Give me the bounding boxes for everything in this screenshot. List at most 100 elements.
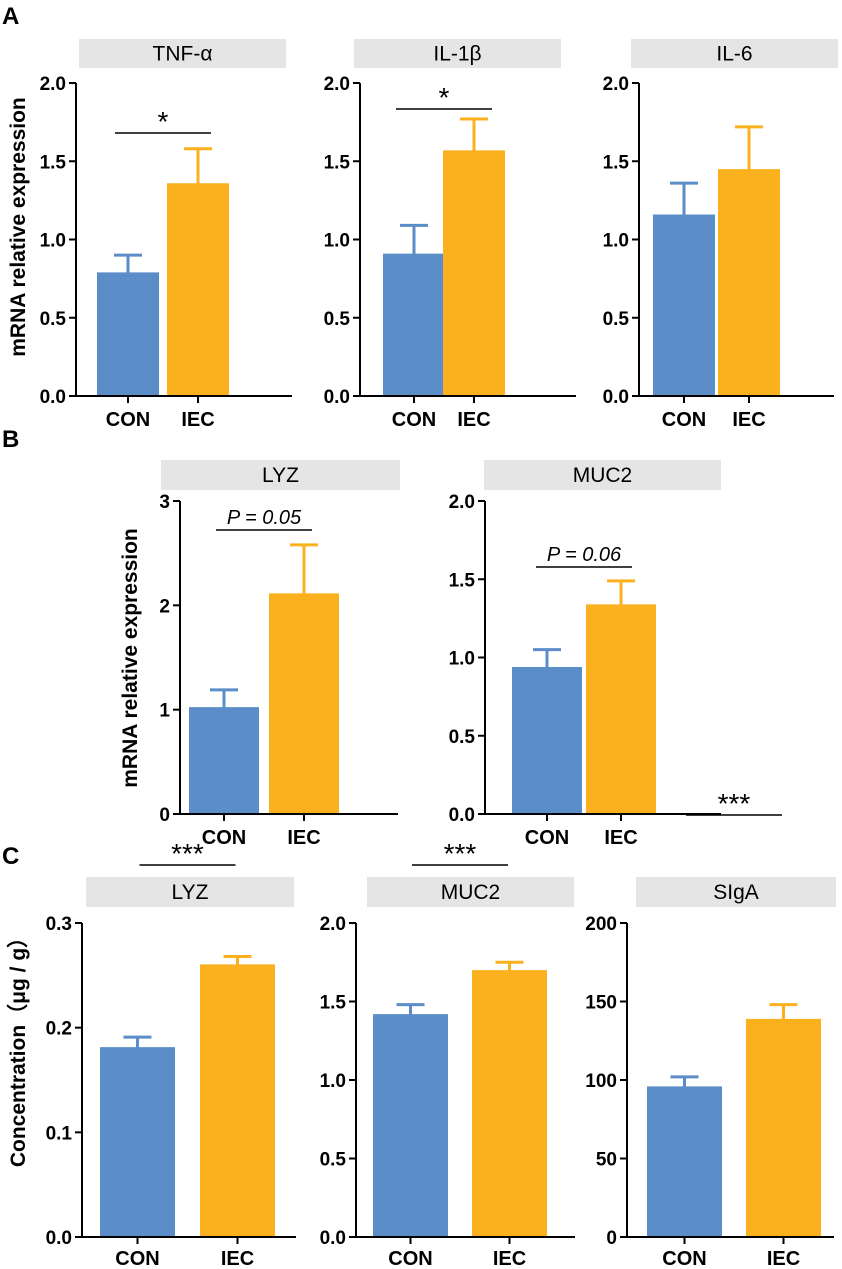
y-tick-label: 1.5	[449, 570, 476, 591]
category-label-con: CON	[115, 1248, 159, 1269]
y-tick-label: 2.0	[320, 914, 346, 935]
y-tick-label: 2	[159, 596, 170, 617]
chart-c-siga: SIgA CON IEC 0 50 100 150 200 ***	[585, 788, 836, 1269]
panel-letter-a: A	[2, 3, 19, 30]
charts-container: TNF-α CON IEC 0.0 0.5 1.0 1.5 2.0 * IL-1β CON IEC 0.…	[40, 39, 838, 1269]
chart-title: IL-6	[716, 43, 752, 66]
panel-letter-b: B	[2, 426, 19, 453]
bar-iec	[269, 594, 339, 814]
y-tick-label: 1.5	[324, 152, 351, 173]
chart-title: IL-1β	[433, 43, 481, 66]
category-label-iec: IEC	[493, 1248, 526, 1269]
bar-iec	[443, 151, 505, 396]
y-tick-label: 0.0	[40, 387, 66, 408]
y-tick-label: 50	[596, 1150, 617, 1171]
category-label-con: CON	[662, 1248, 706, 1269]
y-tick-label: 2.0	[603, 74, 629, 95]
y-tick-label: 1	[159, 701, 170, 722]
category-label-con: CON	[106, 409, 150, 431]
chart-a-tnf-: TNF-α CON IEC 0.0 0.5 1.0 1.5 2.0 *	[40, 39, 292, 431]
chart-c-muc2: MUC2 CON IEC 0.0 0.5 1.0 1.5 2.0 ***	[320, 838, 575, 1269]
bar-iec	[718, 170, 780, 396]
category-label-con: CON	[392, 409, 436, 431]
y-axis-label-b: mRNA relative expression	[119, 528, 142, 788]
y-axis-label-c: Concentration（μg / g）	[6, 927, 30, 1167]
bar-con	[383, 255, 445, 396]
chart-c-lyz: LYZ CON IEC 0.0 0.1 0.2 0.3 ***	[46, 838, 296, 1269]
chart-title-box	[636, 877, 836, 907]
y-tick-label: 0.0	[46, 1228, 72, 1249]
chart-a-il-1-: IL-1β CON IEC 0.0 0.5 1.0 1.5 2.0 *	[324, 39, 576, 431]
category-label-iec: IEC	[181, 409, 214, 431]
y-tick-label: 1.0	[320, 1071, 346, 1092]
bar-con	[653, 216, 715, 396]
y-tick-label: 1.5	[320, 993, 347, 1014]
panel-letter-c: C	[2, 843, 19, 870]
bar-iec	[586, 605, 656, 814]
category-label-iec: IEC	[604, 827, 637, 849]
significance-label: P = 0.06	[547, 544, 622, 566]
y-tick-label: 0.0	[449, 805, 475, 826]
bar-iec	[746, 1020, 821, 1237]
chart-b-muc2: MUC2 CON IEC 0.0 0.5 1.0 1.5 2.0 P = 0.06	[449, 460, 721, 849]
bar-iec	[472, 971, 547, 1237]
chart-a-il-6: IL-6 CON IEC 0.0 0.5 1.0 1.5 2.0	[603, 39, 838, 431]
y-tick-label: 0	[159, 805, 170, 826]
y-tick-label: 1.5	[603, 152, 630, 173]
chart-title: LYZ	[262, 464, 299, 487]
category-label-con: CON	[662, 409, 706, 431]
significance-label: ***	[444, 838, 477, 869]
category-label-iec: IEC	[221, 1248, 254, 1269]
chart-title-box	[484, 460, 721, 490]
category-label-iec: IEC	[767, 1248, 800, 1269]
chart-title: LYZ	[172, 881, 209, 904]
chart-title-box	[354, 39, 561, 68]
chart-title: TNF-α	[153, 43, 213, 66]
y-tick-label: 0.5	[40, 309, 67, 330]
y-tick-label: 2.0	[449, 492, 475, 513]
y-tick-label: 0.3	[46, 914, 72, 935]
y-tick-label: 150	[585, 993, 617, 1014]
bar-con	[97, 273, 159, 396]
y-tick-label: 1.0	[449, 649, 475, 670]
bar-con	[647, 1087, 722, 1237]
y-tick-label: 2.0	[40, 74, 66, 95]
y-tick-label: 0.5	[449, 727, 476, 748]
chart-title-box	[86, 877, 294, 907]
bar-con	[373, 1015, 448, 1237]
chart-b-lyz: LYZ CON IEC 0 1 2 3 P = 0.05	[159, 460, 400, 849]
category-label-con: CON	[202, 827, 246, 849]
chart-title: MUC2	[573, 464, 633, 487]
chart-title: MUC2	[441, 881, 501, 904]
y-tick-label: 0.5	[320, 1150, 347, 1171]
chart-title-box	[631, 39, 838, 68]
category-label-iec: IEC	[457, 409, 490, 431]
chart-title-box	[161, 460, 400, 490]
chart-title-box	[79, 39, 286, 68]
y-axis-label-a: mRNA relative expression	[7, 97, 30, 357]
y-tick-label: 3	[159, 492, 170, 513]
significance-label: ***	[171, 838, 204, 869]
significance-label: *	[439, 82, 450, 113]
category-label-iec: IEC	[732, 409, 765, 431]
y-tick-label: 200	[585, 914, 617, 935]
category-label-iec: IEC	[287, 827, 320, 849]
bar-con	[189, 708, 259, 814]
y-tick-label: 0	[606, 1228, 617, 1249]
y-tick-label: 1.5	[40, 152, 67, 173]
y-tick-label: 1.0	[324, 231, 350, 252]
y-tick-label: 0.5	[603, 309, 630, 330]
y-tick-label: 0.5	[324, 309, 351, 330]
significance-label: P = 0.05	[227, 507, 302, 529]
y-tick-label: 0.0	[320, 1228, 346, 1249]
bar-iec	[167, 184, 229, 396]
category-label-con: CON	[388, 1248, 432, 1269]
bar-con	[100, 1048, 175, 1237]
bar-con	[512, 668, 582, 814]
category-label-con: CON	[525, 827, 569, 849]
y-tick-label: 0.1	[46, 1123, 73, 1144]
y-tick-label: 0.2	[46, 1019, 72, 1040]
chart-title: SIgA	[713, 881, 759, 904]
y-tick-label: 0.0	[603, 387, 629, 408]
